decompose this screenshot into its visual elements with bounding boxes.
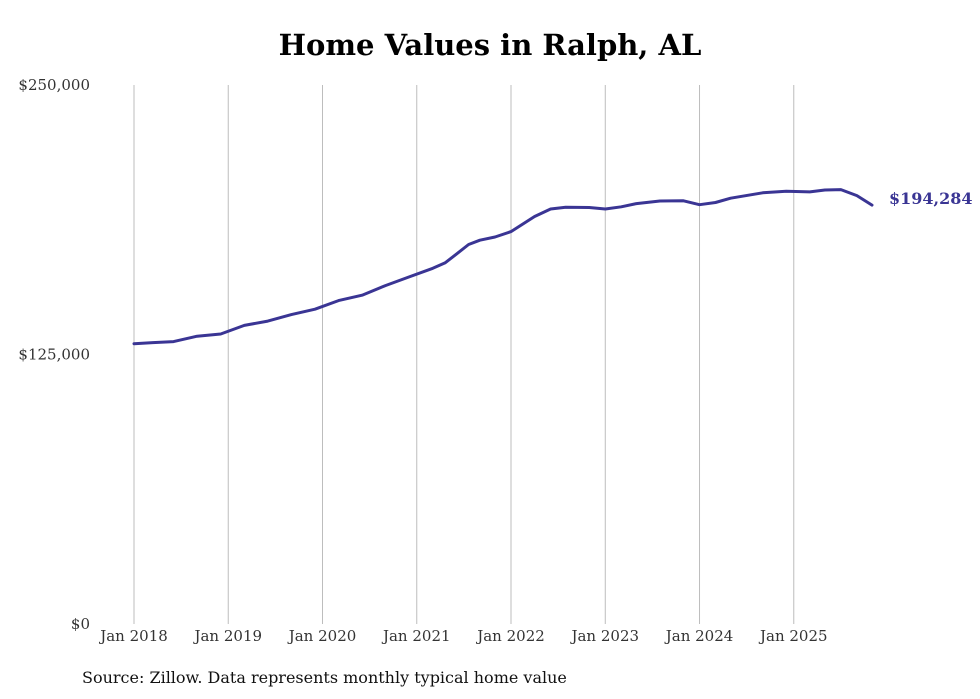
y-tick-label: $250,000 <box>18 76 90 94</box>
x-tick-label: Jan 2024 <box>664 627 734 645</box>
x-tick-label: Jan 2019 <box>192 627 262 645</box>
x-tick-label: Jan 2023 <box>569 627 639 645</box>
y-tick-label: $125,000 <box>18 346 90 364</box>
x-tick-label: Jan 2022 <box>475 627 545 645</box>
chart-title: Home Values in Ralph, AL <box>278 28 702 62</box>
chart-source: Source: Zillow. Data represents monthly … <box>82 668 567 687</box>
y-tick-label: $0 <box>71 615 90 633</box>
series-line <box>132 188 874 346</box>
x-tick-label: Jan 2020 <box>287 627 357 645</box>
x-tick-label: Jan 2021 <box>381 627 451 645</box>
x-tick-label: Jan 2018 <box>98 627 168 645</box>
last-value-label: $194,284 <box>889 189 973 208</box>
x-tick-label: Jan 2025 <box>758 627 828 645</box>
